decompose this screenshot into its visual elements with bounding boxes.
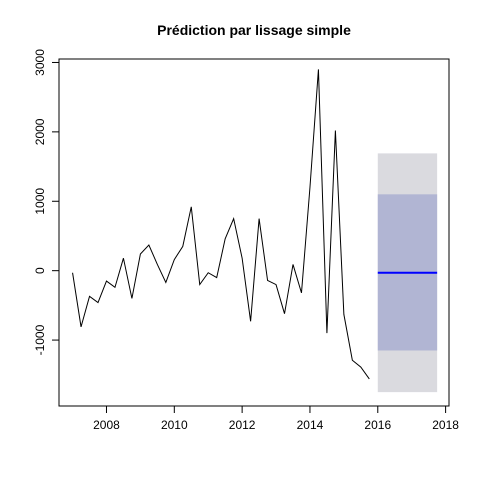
x-tick-label: 2016 bbox=[364, 418, 391, 432]
y-axis: -1000 0 1000 2000 3000 bbox=[33, 49, 60, 355]
series-line-0 bbox=[72, 69, 370, 380]
x-axis: 2008 2010 2012 2014 2016 2018 bbox=[93, 405, 459, 432]
y-tick-label: 1000 bbox=[33, 188, 47, 215]
chart-title: Prédiction par lissage simple bbox=[157, 22, 351, 38]
y-tick-label: 2000 bbox=[33, 118, 47, 145]
x-tick-label: 2010 bbox=[161, 418, 188, 432]
x-tick-label: 2018 bbox=[432, 418, 459, 432]
x-tick-label: 2008 bbox=[93, 418, 120, 432]
x-tick-label: 2014 bbox=[297, 418, 324, 432]
y-tick-label: -1000 bbox=[33, 324, 47, 355]
x-tick-label: 2012 bbox=[229, 418, 256, 432]
series-layer bbox=[72, 69, 370, 380]
y-tick-label: 3000 bbox=[33, 49, 47, 76]
y-tick-label: 0 bbox=[33, 267, 47, 274]
